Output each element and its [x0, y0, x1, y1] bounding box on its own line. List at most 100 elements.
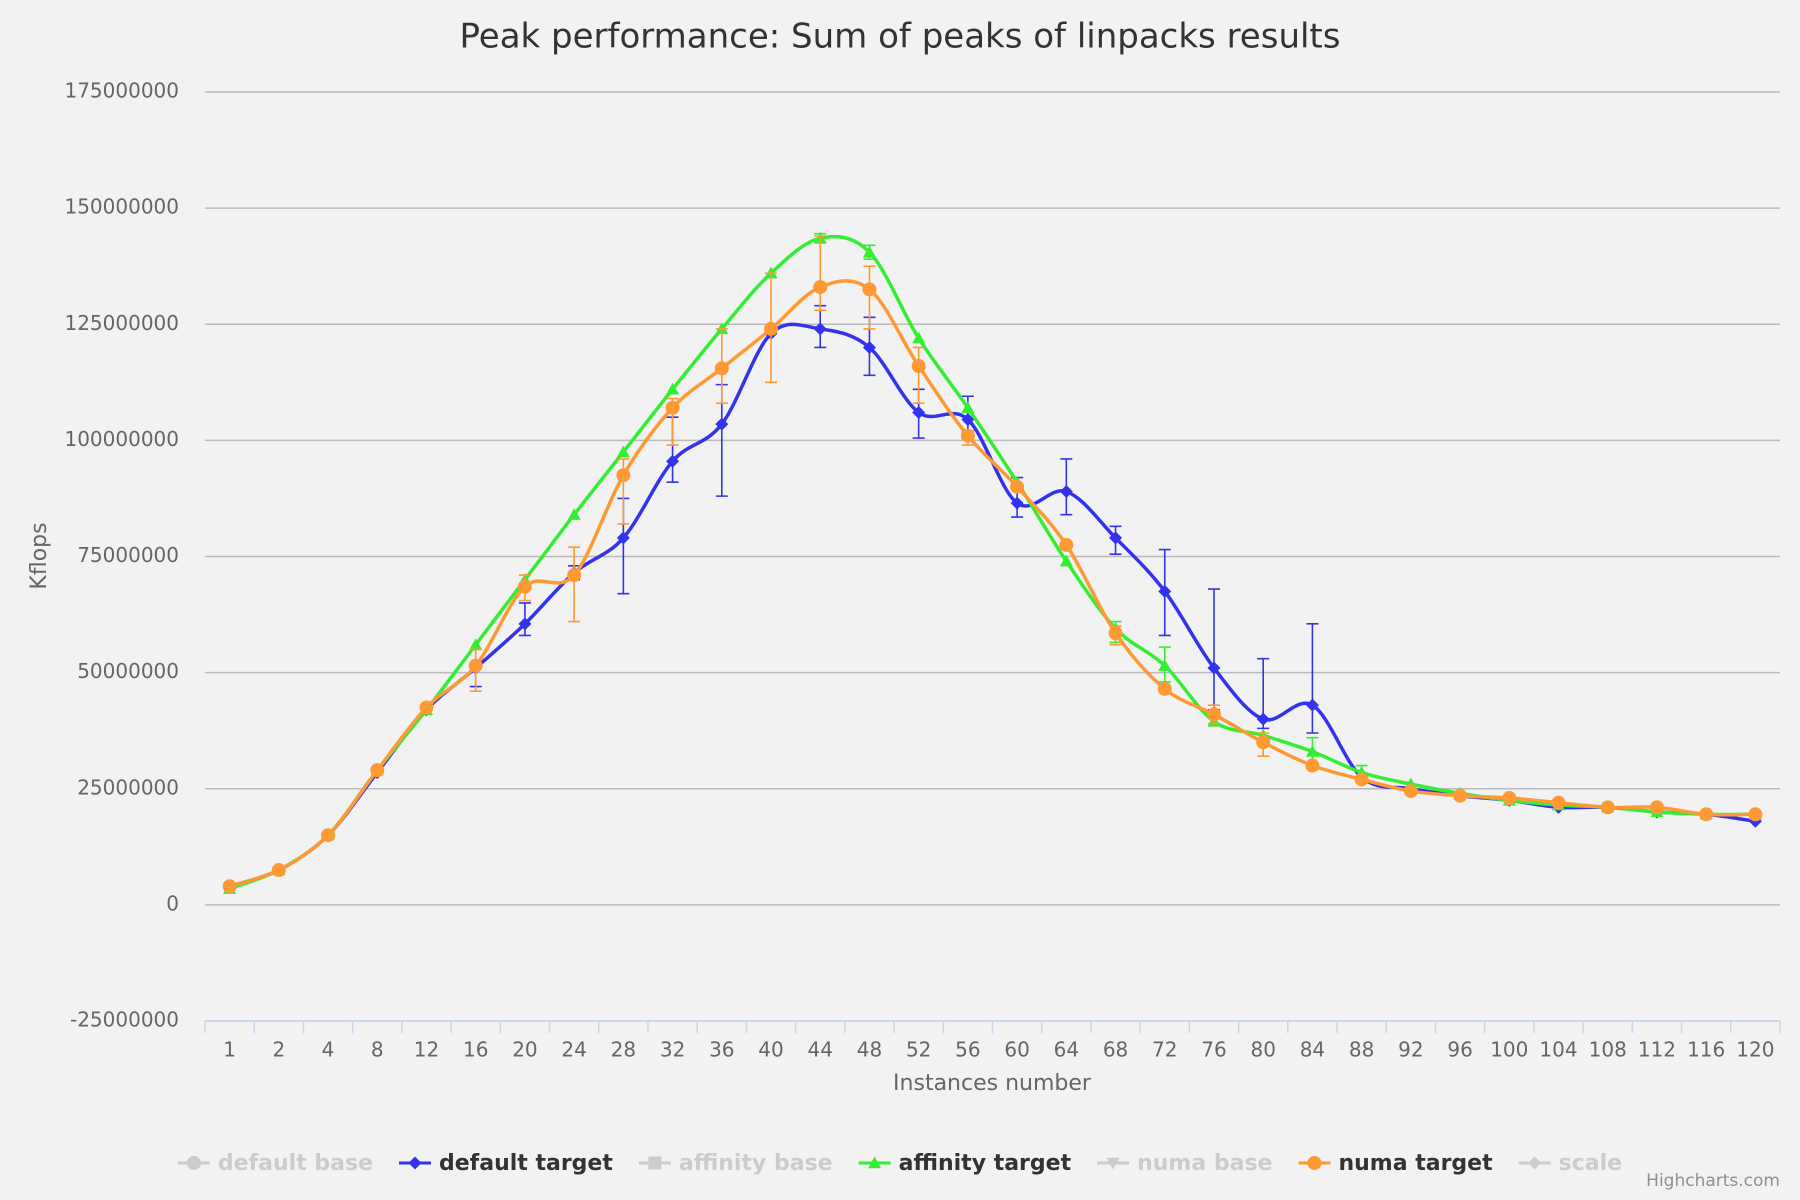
point-marker [616, 445, 630, 458]
legend-item[interactable]: scale [1518, 1151, 1622, 1176]
x-tick-label: 16 [463, 1038, 488, 1062]
point-marker [1305, 758, 1320, 773]
point-marker [1010, 496, 1024, 510]
point-marker [1059, 484, 1073, 498]
error-bar [912, 346, 925, 405]
legend-item[interactable]: default base [177, 1151, 373, 1176]
point-marker [715, 417, 729, 431]
point-marker [321, 828, 336, 843]
legend-item[interactable]: numa base [1097, 1151, 1272, 1176]
x-tick-label: 48 [857, 1038, 882, 1062]
point-marker [1305, 698, 1319, 712]
point-marker [666, 382, 680, 395]
error-bar [814, 235, 827, 312]
legend-item[interactable]: default target [399, 1151, 613, 1176]
point-marker [1206, 707, 1221, 722]
point-marker [1256, 735, 1271, 750]
point-marker [1207, 661, 1221, 675]
point-marker [912, 406, 926, 420]
point-marker [1600, 800, 1615, 815]
x-tick-label: 40 [758, 1038, 783, 1062]
point-marker [1158, 584, 1172, 598]
x-tick-label: 8 [371, 1038, 384, 1062]
point-marker [567, 508, 581, 520]
error-bar [863, 265, 876, 330]
legend-label: scale [1559, 1151, 1622, 1176]
series [222, 235, 1763, 894]
point-marker [1305, 745, 1319, 757]
point-marker [1059, 537, 1074, 552]
point-marker [616, 468, 631, 483]
point-marker [960, 428, 975, 443]
point-marker [1256, 712, 1270, 726]
legend-symbol [1528, 1156, 1542, 1170]
legend-label: affinity target [899, 1151, 1072, 1176]
point-marker [1502, 791, 1517, 806]
legend-item[interactable]: affinity base [638, 1151, 833, 1176]
point-marker [764, 321, 779, 336]
error-bar [1306, 623, 1319, 734]
x-tick-label: 12 [414, 1038, 439, 1062]
y-tick-label: 175000000 [64, 79, 179, 103]
legend-symbol [868, 1156, 882, 1169]
x-tick-label: 1 [223, 1038, 236, 1062]
legend-symbol [408, 1156, 422, 1170]
x-tick-label: 20 [512, 1038, 537, 1062]
x-tick-label: 36 [709, 1038, 734, 1062]
point-marker [271, 863, 286, 878]
y-tick-label: 150000000 [64, 195, 179, 219]
point-marker [1109, 531, 1123, 545]
legend: default base default target affinity base a… [177, 1151, 1622, 1176]
point-marker [862, 245, 876, 258]
point-marker [1403, 784, 1418, 799]
x-tick-label: 2 [272, 1038, 285, 1062]
x-tick-label: 60 [1004, 1038, 1029, 1062]
legend-item[interactable]: affinity target [858, 1151, 1072, 1176]
x-tick-label: 96 [1447, 1038, 1472, 1062]
x-tick-label: 28 [611, 1038, 636, 1062]
x-tick-label: 80 [1250, 1038, 1275, 1062]
x-tick-label: 88 [1349, 1038, 1374, 1062]
point-marker [567, 568, 582, 583]
point-marker [518, 617, 532, 631]
legend-label: numa base [1137, 1151, 1272, 1176]
point-marker [1158, 659, 1172, 671]
y-tick-label: 50000000 [77, 659, 179, 683]
legend-label: default base [218, 1151, 373, 1176]
point-marker [469, 638, 483, 650]
x-tick-label: 120 [1736, 1038, 1774, 1062]
point-marker [862, 282, 877, 297]
legend-item[interactable]: numa target [1298, 1151, 1493, 1176]
point-marker [912, 331, 926, 344]
y-tick-label: 0 [166, 891, 179, 915]
error-bar [568, 546, 581, 623]
point-marker [813, 322, 827, 336]
point-marker [1059, 554, 1073, 567]
x-tick-label: 100 [1490, 1038, 1528, 1062]
legend-symbol [648, 1156, 662, 1170]
x-tick-label: 56 [955, 1038, 980, 1062]
point-marker [1010, 479, 1025, 494]
point-marker [1699, 807, 1714, 822]
x-tick-label: 108 [1589, 1038, 1627, 1062]
point-marker [665, 400, 680, 415]
point-marker [616, 531, 630, 545]
point-marker [419, 700, 434, 715]
point-marker [911, 359, 926, 374]
x-tick-label: 112 [1638, 1038, 1676, 1062]
y-tick-label: 100000000 [64, 427, 179, 451]
point-marker [1157, 681, 1172, 696]
point-marker [1748, 807, 1763, 822]
x-tick-label: 52 [906, 1038, 931, 1062]
credits: Highcharts.com [1646, 1171, 1780, 1191]
point-marker [222, 879, 237, 894]
point-marker [1649, 800, 1664, 815]
point-marker [1354, 772, 1369, 787]
y-tick-label: 25000000 [77, 775, 179, 799]
x-tick-label: 4 [322, 1038, 335, 1062]
point-marker [1453, 788, 1468, 803]
x-tick-label: 72 [1152, 1038, 1177, 1062]
legend-label: default target [439, 1151, 613, 1176]
chart-title: Peak performance: Sum of peaks of linpac… [460, 17, 1341, 57]
